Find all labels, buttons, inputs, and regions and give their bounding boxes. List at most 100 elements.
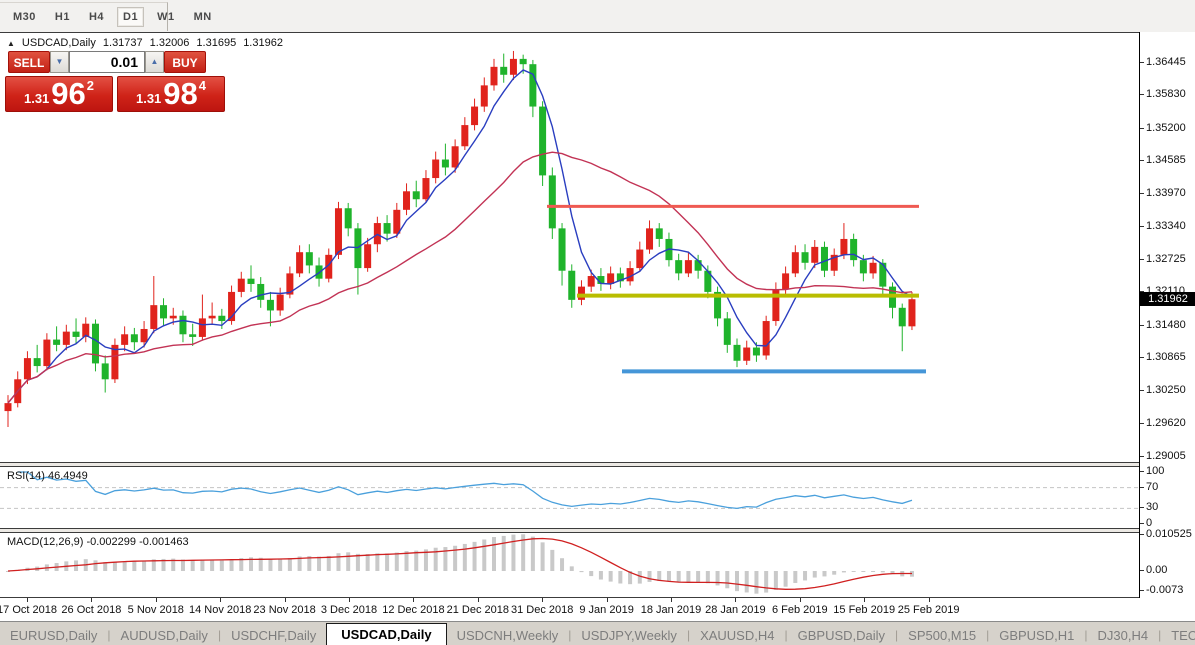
tab-xauusd-h4[interactable]: XAUUSD,H4 (700, 628, 775, 643)
macd-histogram-bar (647, 571, 652, 582)
macd-histogram-bar (375, 553, 380, 571)
candle-body (150, 305, 158, 329)
candle-body (850, 238, 858, 261)
tab-usdchf-daily[interactable]: USDCHF,Daily (231, 628, 317, 643)
volume-decrease-button[interactable]: ▼ (50, 51, 69, 73)
tick-mark (1140, 61, 1144, 63)
price-tick-label: 1.35830 (1146, 88, 1186, 101)
macd-histogram-bar (229, 559, 234, 571)
candle-body (43, 339, 51, 367)
macd-histogram-bar (589, 571, 594, 577)
volume-increase-button[interactable]: ▲ (145, 51, 164, 73)
tick-mark (477, 598, 479, 602)
volume-input[interactable] (69, 51, 145, 73)
candle-body (752, 347, 760, 356)
price-tick-label: 1.34585 (1146, 154, 1186, 167)
candle-body (198, 318, 206, 337)
candle-body (334, 208, 342, 255)
macd-histogram-bar (414, 550, 419, 571)
tab-audusd-daily[interactable]: AUDUSD,Daily (120, 628, 208, 643)
macd-histogram-bar (151, 559, 156, 571)
candle-body (461, 125, 469, 147)
sell-button[interactable]: SELL (8, 51, 50, 73)
date-tick-label: 17 Oct 2018 (0, 604, 57, 616)
tick-mark (671, 598, 672, 602)
macd-histogram-bar (336, 553, 341, 571)
chevron-down-icon: ▼ (55, 57, 64, 66)
macd-histogram-bar (705, 571, 710, 584)
macd-label: MACD(12,26,9) -0.002299 -0.001463 (7, 536, 189, 548)
date-tick-label: 31 Dec 2018 (510, 604, 574, 616)
sell-price-box[interactable]: 1.31 96 2 (5, 76, 113, 112)
buy-price-box[interactable]: 1.31 98 4 (117, 76, 225, 112)
candle-body (879, 262, 887, 287)
candle-body (286, 273, 294, 295)
tick-mark (1140, 507, 1144, 509)
tab-separator: | (784, 628, 788, 642)
tab-gbpusd-daily[interactable]: GBPUSD,Daily (797, 628, 886, 643)
tab-usdcnh-weekly[interactable]: USDCNH,Weekly (456, 628, 559, 643)
macd-histogram-bar (521, 534, 526, 571)
macd-histogram-bar (142, 560, 147, 571)
collapse-chart-icon[interactable]: ▲ (7, 38, 15, 48)
candle-body (82, 323, 90, 337)
timeframe-button-w1[interactable]: W1 (157, 11, 175, 23)
tab-usdjpy-weekly[interactable]: USDJPY,Weekly (581, 628, 677, 643)
macd-histogram-bar (686, 571, 691, 582)
candle-body (189, 334, 197, 337)
macd-histogram-bar (355, 553, 360, 571)
price-tick-label: 1.29005 (1146, 449, 1186, 462)
timeframe-button-mn[interactable]: MN (193, 11, 212, 23)
rsi-line (17, 471, 913, 510)
macd-histogram-bar (880, 571, 885, 573)
tab-sp500-m15[interactable]: SP500,M15 (908, 628, 977, 643)
macd-histogram-bar (112, 561, 117, 571)
macd-histogram-bar (618, 571, 623, 584)
tab-separator: | (568, 628, 572, 642)
chart-symbol-label: USDCAD,Daily (21, 37, 96, 49)
tab-separator: | (1158, 628, 1162, 642)
timeframe-button-m30[interactable]: M30 (13, 11, 36, 23)
tab-gbpusd-h1[interactable]: GBPUSD,H1 (999, 628, 1075, 643)
macd-signal-line (7, 537, 912, 590)
macd-histogram-bar (423, 549, 428, 571)
tab-separator: | (1084, 628, 1088, 642)
tick-mark (1140, 324, 1144, 326)
candle-body (160, 305, 168, 319)
date-tick-label: 26 Oct 2018 (61, 604, 122, 616)
date-tick-label: 21 Dec 2018 (446, 604, 509, 616)
tab-dj30-h4[interactable]: DJ30,H4 (1097, 628, 1149, 643)
tab-usdcad-daily[interactable]: USDCAD,Daily (326, 623, 447, 645)
candle-body (53, 339, 61, 345)
timeframe-button-h4[interactable]: H4 (88, 11, 105, 23)
macd-histogram-bar (715, 571, 720, 586)
price-axis[interactable]: 1.36445 1.35830 1.35200 1.34585 1.33970 1.333… (1139, 32, 1195, 598)
macd-histogram-bar (190, 560, 195, 571)
price-tick-label: 1.33340 (1146, 220, 1186, 233)
price-tick-label: 1.30250 (1146, 383, 1186, 396)
timeframe-button-h1[interactable]: H1 (54, 11, 70, 23)
tab-tech100-h[interactable]: TECH100,H (1171, 628, 1195, 643)
macd-indicator-panel[interactable]: MACD(12,26,9) -0.002299 -0.001463 (0, 532, 1139, 598)
buy-button[interactable]: BUY (164, 51, 206, 73)
candle-body (403, 191, 411, 210)
macd-chart-canvas[interactable] (0, 533, 1139, 595)
rsi-indicator-panel[interactable]: RSI(14) 46.4949 (0, 466, 1139, 529)
tick-mark (1140, 523, 1144, 524)
rsi-chart-canvas[interactable] (0, 467, 1139, 526)
main-chart-panel[interactable]: ▲ USDCAD,Daily 1.31737 1.32006 1.31695 1… (0, 32, 1139, 463)
candle-body (471, 106, 479, 126)
tick-mark (735, 598, 737, 602)
macd-histogram-bar (404, 551, 409, 571)
date-axis[interactable]: 17 Oct 2018 26 Oct 2018 5 Nov 2018 14 Nov 2… (0, 598, 1195, 621)
candle-body (247, 278, 255, 284)
candlestick-chart-canvas[interactable] (0, 33, 1139, 460)
timeframe-button-d1[interactable]: D1 (117, 7, 145, 27)
timeframe-toolbar: M30 H1 H4 D1 W1 MN (0, 0, 1195, 32)
tick-mark (1140, 389, 1144, 391)
candle-body (208, 315, 216, 319)
date-tick-label: 14 Nov 2018 (188, 604, 252, 616)
macd-histogram-bar (307, 556, 312, 571)
tab-eurusd-daily[interactable]: EURUSD,Daily (10, 628, 98, 643)
